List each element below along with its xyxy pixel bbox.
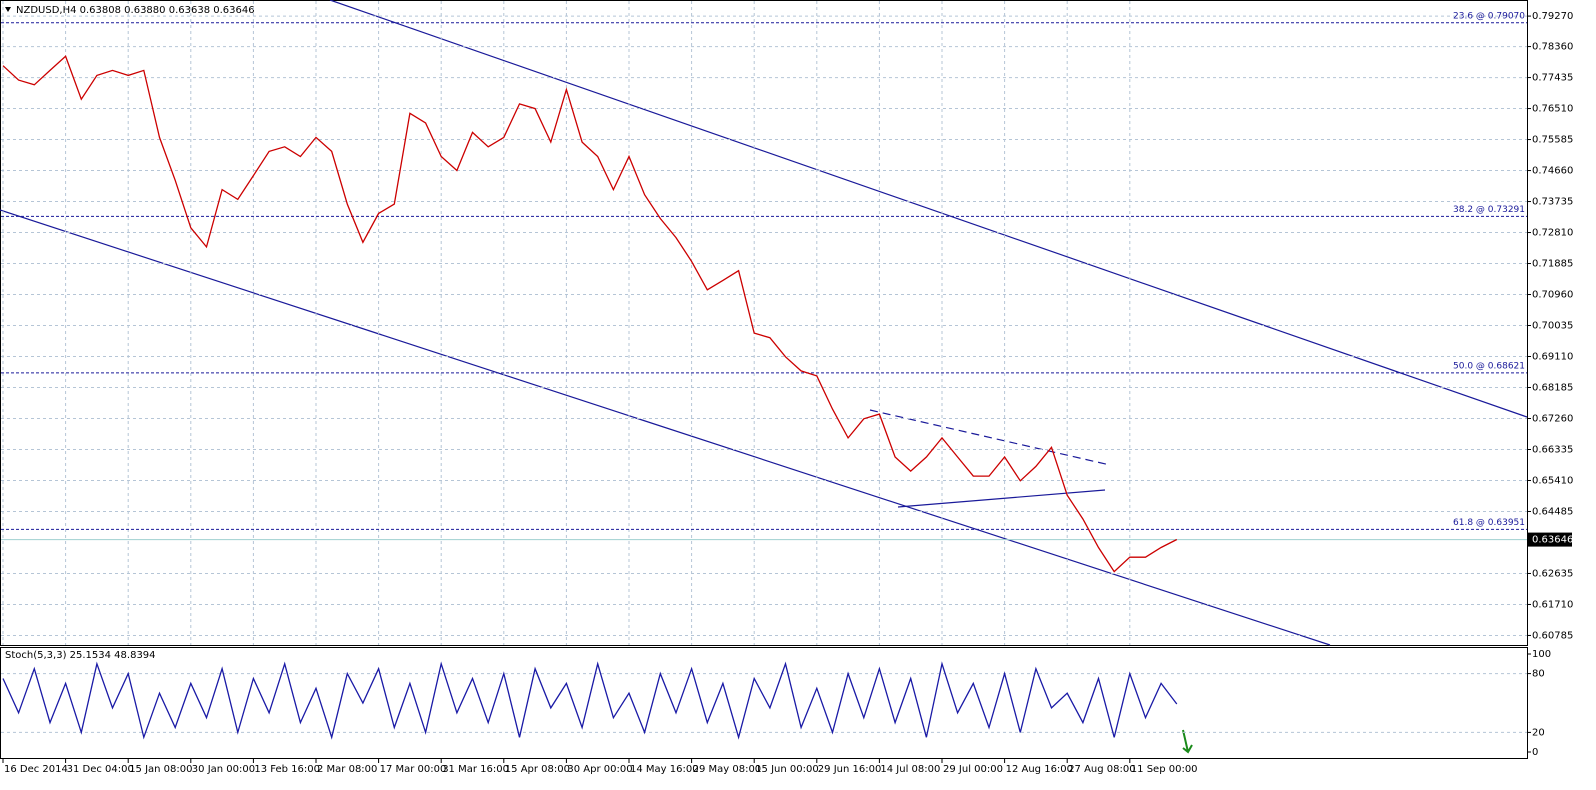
x-tick-label: 31 Mar 16:00 bbox=[442, 764, 509, 775]
y-tick-label: 0.69110 bbox=[1532, 352, 1573, 363]
y-tick-label: 0.70960 bbox=[1532, 290, 1573, 301]
y-tick-label: 80 bbox=[1532, 669, 1545, 680]
symbol-marker bbox=[5, 7, 11, 12]
y-tick-label: 0.66335 bbox=[1532, 444, 1573, 455]
x-tick-label: 29 May 08:00 bbox=[693, 764, 762, 775]
x-tick-label: 13 Feb 16:00 bbox=[254, 764, 320, 775]
y-tick-label: 0.79270 bbox=[1532, 11, 1573, 22]
price-line bbox=[2, 55, 1178, 573]
fib-label: 50.0 @ 0.68621 bbox=[1453, 361, 1525, 371]
y-tick-label: 0.67260 bbox=[1532, 413, 1573, 424]
y-tick-label: 0.65410 bbox=[1532, 475, 1573, 486]
x-tick-label: 12 Aug 16:00 bbox=[1006, 764, 1073, 775]
x-tick-label: 29 Jul 00:00 bbox=[943, 764, 1003, 775]
x-tick-label: 15 Jan 08:00 bbox=[129, 764, 192, 775]
y-tick-label: 0.73735 bbox=[1532, 197, 1573, 208]
chart-title: NZDUSD,H4 0.63808 0.63880 0.63638 0.6364… bbox=[16, 5, 255, 16]
x-tick-label: 2 Mar 08:00 bbox=[317, 764, 377, 775]
current-price-label: 0.63646 bbox=[1532, 535, 1573, 546]
y-tick-label: 0.74660 bbox=[1532, 166, 1573, 177]
x-tick-label: 30 Apr 00:00 bbox=[567, 764, 632, 775]
y-tick-label: 20 bbox=[1532, 727, 1545, 738]
price-line bbox=[2, 661, 1178, 740]
fib-label: 23.6 @ 0.79070 bbox=[1453, 11, 1525, 21]
y-tick-label: 0.71885 bbox=[1532, 259, 1573, 270]
down-arrow-icon bbox=[1182, 729, 1193, 754]
x-tick-label: 15 Apr 08:00 bbox=[505, 764, 570, 775]
triangle-upper bbox=[869, 409, 1111, 466]
x-tick-label: 11 Sep 00:00 bbox=[1131, 764, 1198, 775]
x-tick-label: 31 Dec 04:00 bbox=[67, 764, 134, 775]
stoch-title: Stoch(5,3,3) 25.1534 48.8394 bbox=[5, 650, 156, 661]
y-tick-label: 0.64485 bbox=[1532, 506, 1573, 517]
y-tick-label: 0.61710 bbox=[1532, 599, 1573, 610]
fib-label: 61.8 @ 0.63951 bbox=[1453, 518, 1525, 528]
x-tick-label: 27 Aug 08:00 bbox=[1068, 764, 1135, 775]
y-tick-label: 0.60785 bbox=[1532, 630, 1573, 641]
y-tick-label: 100 bbox=[1532, 649, 1551, 660]
current-price-box bbox=[1527, 532, 1572, 547]
y-tick-label: 0.78360 bbox=[1532, 42, 1573, 53]
y-tick-label: 0.70035 bbox=[1532, 321, 1573, 332]
y-tick-label: 0.68185 bbox=[1532, 383, 1573, 394]
channel-upper bbox=[329, 0, 1528, 418]
y-tick-label: 0 bbox=[1532, 747, 1538, 758]
x-tick-label: 14 May 16:00 bbox=[630, 764, 699, 775]
main-panel-frame bbox=[0, 0, 1528, 646]
x-tick-label: 14 Jul 08:00 bbox=[880, 764, 940, 775]
x-tick-label: 16 Dec 2014 bbox=[4, 764, 68, 775]
y-tick-label: 0.75585 bbox=[1532, 135, 1573, 146]
y-tick-label: 0.62635 bbox=[1532, 568, 1573, 579]
x-tick-label: 29 Jun 16:00 bbox=[818, 764, 882, 775]
triangle-lower bbox=[897, 489, 1106, 508]
fib-label: 38.2 @ 0.73291 bbox=[1453, 205, 1525, 215]
x-tick-label: 17 Mar 00:00 bbox=[380, 764, 447, 775]
x-tick-label: 15 Jun 00:00 bbox=[755, 764, 819, 775]
channel-lower bbox=[0, 209, 1331, 646]
stoch-panel-frame bbox=[0, 647, 1528, 759]
y-tick-label: 0.72810 bbox=[1532, 228, 1573, 239]
y-tick-label: 0.76510 bbox=[1532, 104, 1573, 115]
y-tick-label: 0.77435 bbox=[1532, 73, 1573, 84]
x-tick-label: 30 Jan 00:00 bbox=[192, 764, 255, 775]
